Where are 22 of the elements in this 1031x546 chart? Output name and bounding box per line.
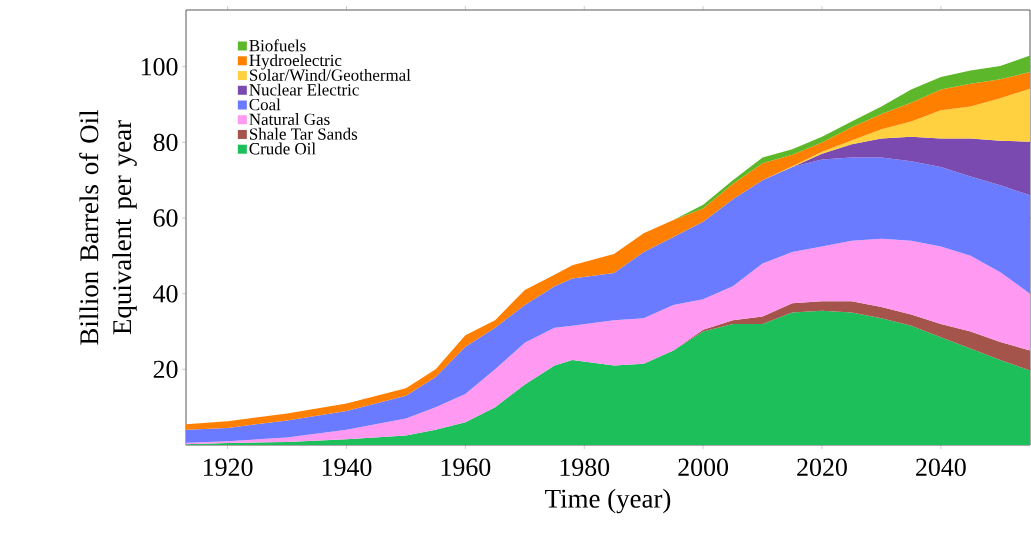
x-tick-label: 2000 [678, 458, 729, 476]
legend-label: Nuclear Electric [249, 83, 359, 96]
y-tick-label: 60 [153, 209, 178, 227]
x-tick-label: 1960 [441, 458, 491, 476]
y-axis-title: Billion Barrels of Oil Equivalent per year [79, 109, 137, 345]
legend-label: Coal [249, 98, 281, 111]
legend-label: Hydroelectric [249, 54, 342, 70]
legend-label: Biofuels [249, 39, 306, 52]
legend-label: Shale Tar Sands [249, 127, 358, 140]
y-tick-label: 80 [153, 133, 178, 152]
x-tick-label: 2020 [797, 458, 847, 476]
x-tick-label: 2040 [916, 458, 966, 476]
x-tick-label: 1920 [203, 458, 253, 476]
y-tick-label: 40 [153, 284, 178, 303]
y-tick-label: 20 [153, 360, 178, 379]
legend-label: Solar/Wind/Geothermal [249, 68, 411, 81]
y-tick-label: 100 [141, 57, 178, 76]
x-tick-label: 1940 [322, 458, 372, 476]
legend-label: Natural Gas [249, 113, 330, 126]
x-axis-title: Time (year) [545, 488, 671, 514]
legend-label: Crude Oil [249, 142, 316, 155]
x-tick-label: 1980 [560, 458, 610, 476]
